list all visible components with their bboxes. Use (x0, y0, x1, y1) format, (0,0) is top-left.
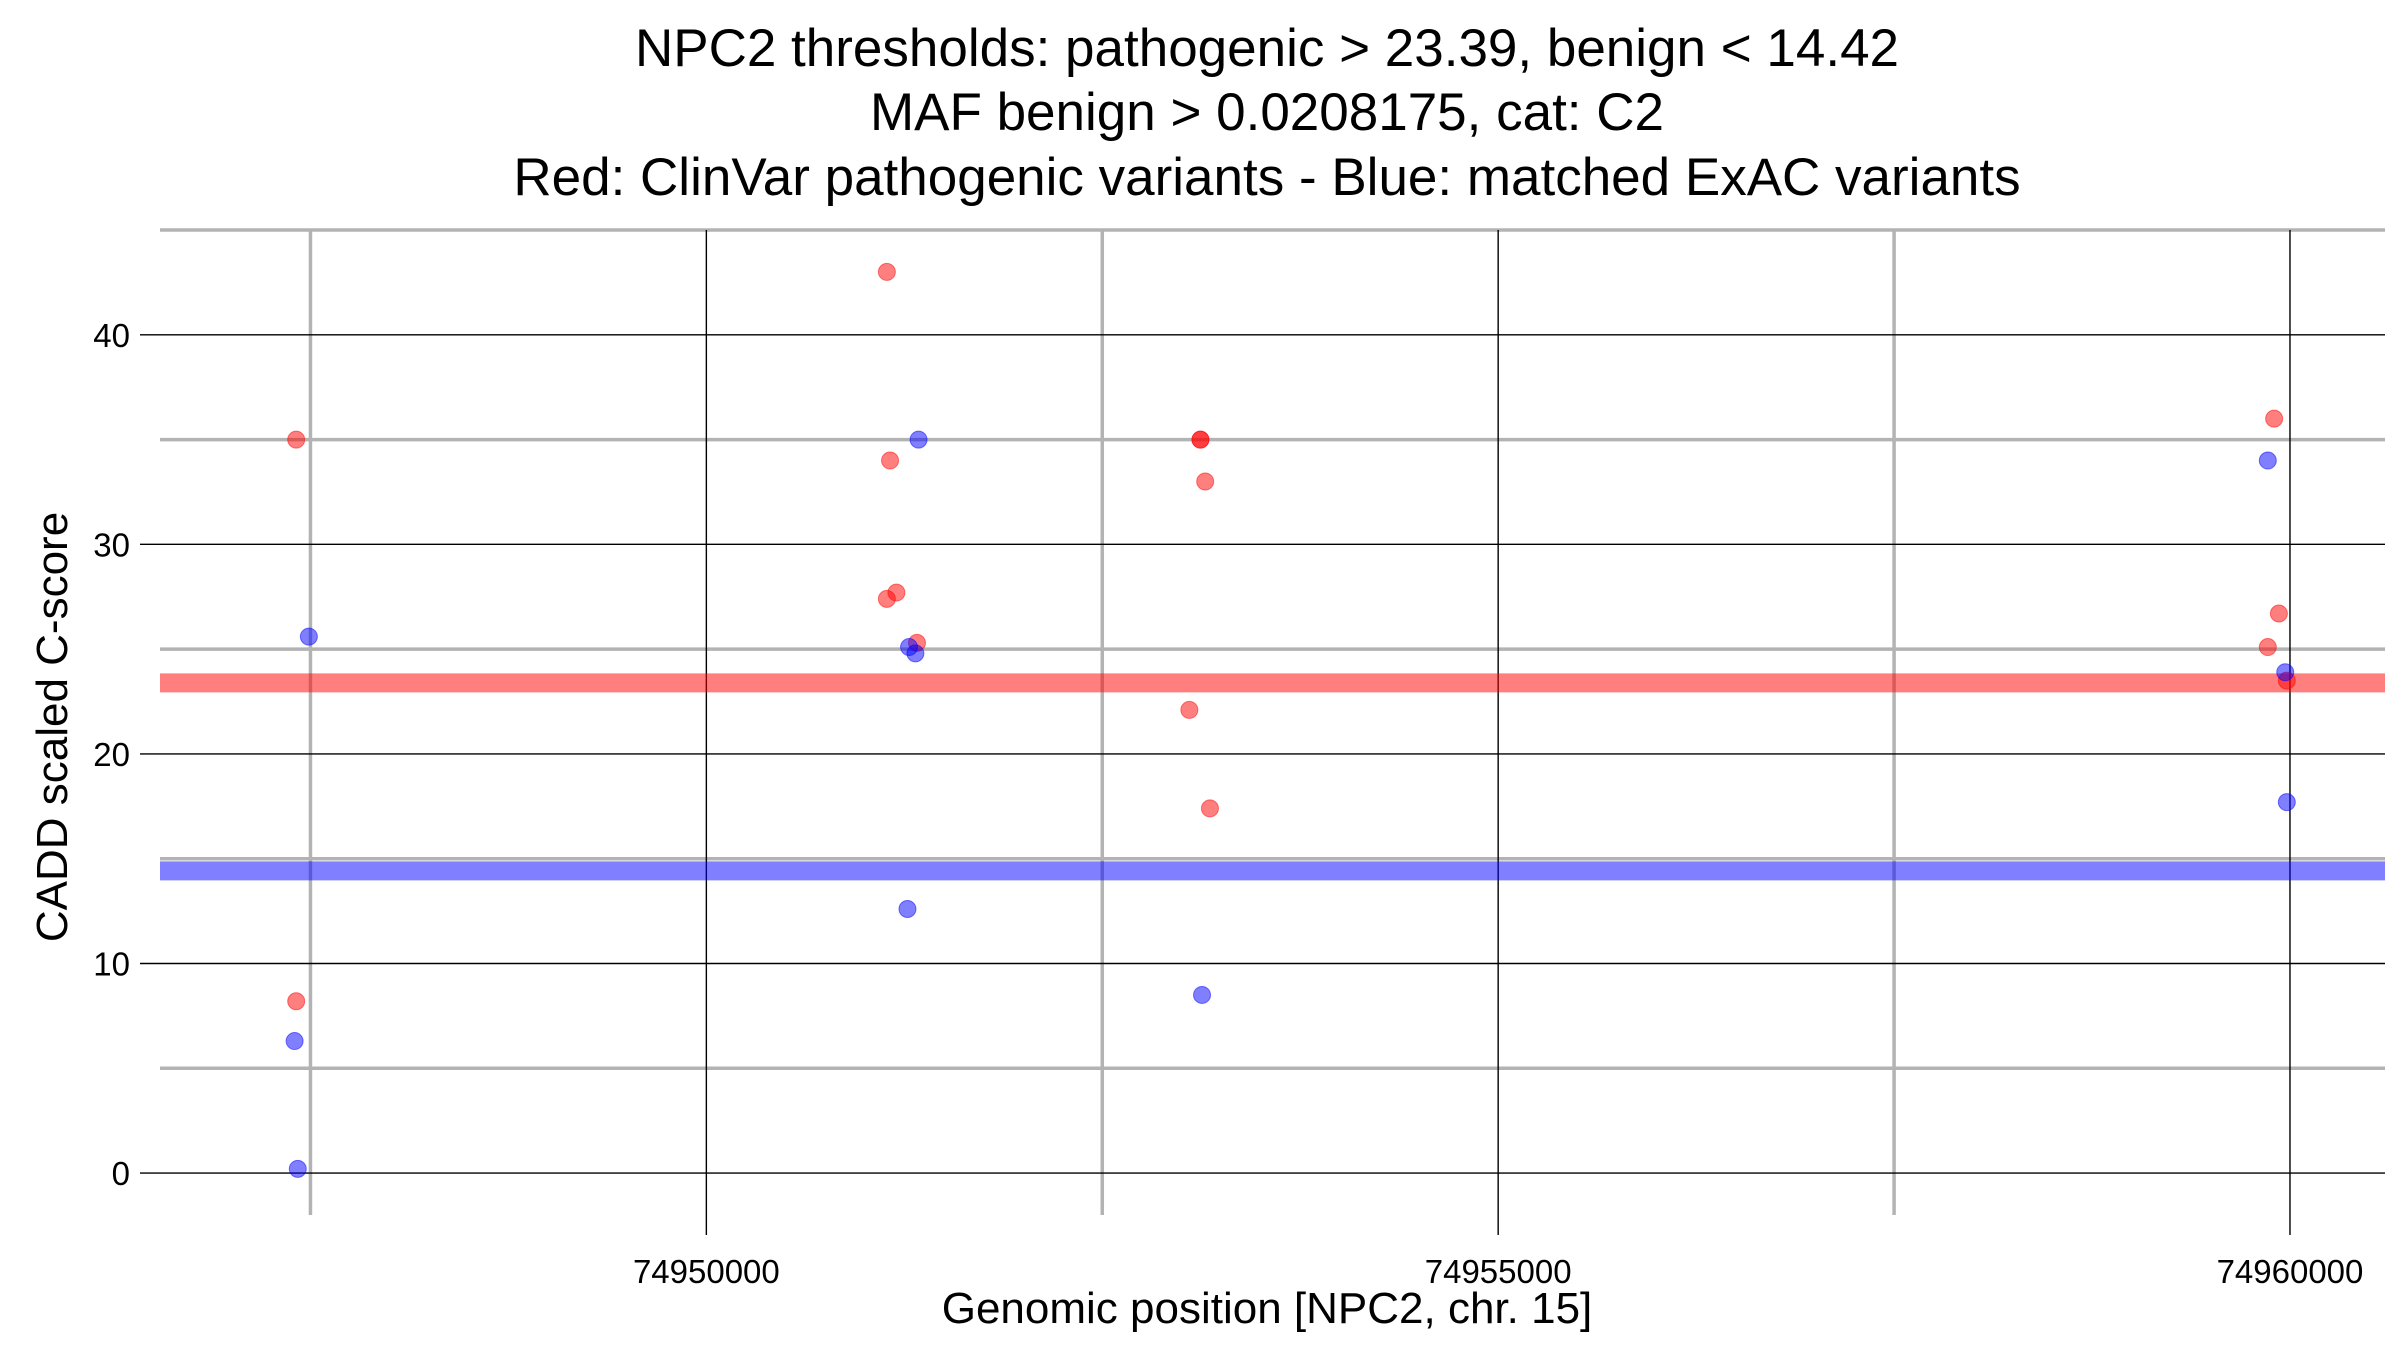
exac-point (299, 627, 318, 646)
threshold-lines (160, 673, 2385, 881)
chart-title: NPC2 thresholds: pathogenic > 23.39, ben… (513, 19, 2020, 207)
clinvar-point (287, 430, 306, 449)
clinvar-point (877, 262, 896, 281)
exac-point (2258, 451, 2277, 470)
exac-point (285, 1032, 304, 1051)
clinvar-point (287, 992, 306, 1011)
clinvar-point (1200, 799, 1219, 818)
data-points (285, 262, 2296, 1178)
x-axis-title: Genomic position [NPC2, chr. 15] (942, 1284, 1593, 1333)
clinvar-point (1191, 430, 1210, 449)
clinvar-point (1180, 700, 1199, 719)
exac-point (909, 430, 928, 449)
title-line-2: MAF benign > 0.0208175, cat: C2 (870, 83, 1664, 142)
x-tick-label: 74960000 (2217, 1253, 2364, 1290)
y-tick-label: 10 (93, 946, 130, 983)
clinvar-point (2269, 604, 2288, 623)
y-tick-label: 30 (93, 526, 130, 563)
exac-point (2277, 793, 2296, 812)
y-tick-label: 20 (93, 736, 130, 773)
y-tick-label: 40 (93, 317, 130, 354)
exac-point (2276, 663, 2295, 682)
exac-point (898, 900, 917, 919)
title-line-3: Red: ClinVar pathogenic variants - Blue:… (513, 148, 2020, 207)
y-axis-title: CADD scaled C-score (28, 512, 77, 942)
grid-lines (160, 228, 2385, 1215)
clinvar-point (887, 583, 906, 602)
clinvar-point (1196, 472, 1215, 491)
clinvar-point (2258, 638, 2277, 657)
exac-point (906, 644, 925, 663)
x-tick-label: 74950000 (633, 1253, 780, 1290)
exac-point (288, 1159, 307, 1178)
clinvar-point (881, 451, 900, 470)
x-tick-label: 74955000 (1425, 1253, 1572, 1290)
axes: 0 10 20 30 40 74950000 74955000 74960000 (93, 317, 2363, 1290)
clinvar-point (2265, 409, 2284, 428)
exac-point (1193, 985, 1212, 1004)
y-tick-label: 0 (112, 1155, 130, 1192)
title-line-1: NPC2 thresholds: pathogenic > 23.39, ben… (635, 19, 1899, 78)
